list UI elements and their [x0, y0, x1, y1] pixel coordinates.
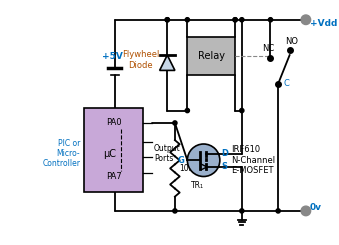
Text: IRF610
N-Channel
E-MOSFET: IRF610 N-Channel E-MOSFET	[231, 145, 275, 175]
Circle shape	[165, 18, 170, 22]
Circle shape	[165, 18, 170, 22]
Circle shape	[240, 209, 244, 213]
Circle shape	[185, 18, 190, 22]
Text: Output
Ports: Output Ports	[154, 144, 181, 163]
Text: Flywheel
Diode: Flywheel Diode	[122, 50, 159, 70]
Text: TR₁: TR₁	[191, 181, 204, 190]
Text: G: G	[178, 156, 184, 165]
Text: 0v: 0v	[310, 203, 322, 212]
Circle shape	[301, 15, 311, 24]
Circle shape	[173, 121, 177, 125]
Bar	[187, 37, 235, 75]
Text: Relay: Relay	[198, 51, 225, 61]
Text: NC: NC	[262, 44, 275, 53]
Text: C: C	[284, 79, 290, 88]
Circle shape	[276, 209, 280, 213]
Circle shape	[268, 18, 273, 22]
Text: PA7: PA7	[106, 172, 122, 181]
Circle shape	[301, 206, 311, 216]
Circle shape	[240, 18, 244, 22]
Text: S: S	[222, 162, 228, 171]
Text: NO: NO	[285, 37, 298, 46]
Circle shape	[173, 209, 177, 213]
Text: μC: μC	[103, 148, 116, 159]
Circle shape	[185, 109, 190, 113]
Circle shape	[187, 144, 220, 176]
Text: PIC or
Micro-
Controller: PIC or Micro- Controller	[42, 139, 80, 169]
Circle shape	[240, 109, 244, 113]
Bar	[84, 108, 143, 192]
Circle shape	[233, 18, 237, 22]
Text: +5V: +5V	[102, 52, 123, 61]
Circle shape	[233, 18, 237, 22]
Polygon shape	[160, 55, 175, 70]
Text: +Vdd: +Vdd	[310, 19, 337, 28]
Text: D: D	[222, 149, 229, 158]
Text: 10kΩ: 10kΩ	[180, 164, 200, 173]
Text: PA0: PA0	[106, 119, 122, 127]
